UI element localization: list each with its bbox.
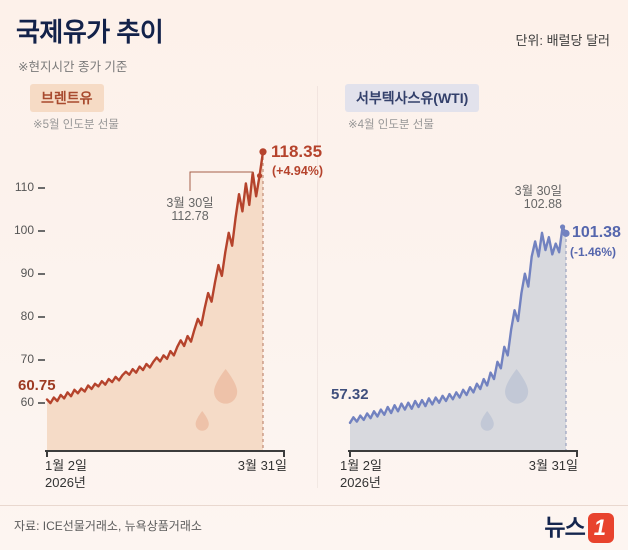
y-tick-mark bbox=[38, 315, 45, 318]
wti-x-label-start: 1월 2일 bbox=[340, 458, 382, 473]
source-credit: 자료: ICE선물거래소, 뉴욕상품거래소 bbox=[14, 519, 202, 533]
y-tick-label: 110 bbox=[14, 179, 34, 194]
news1-logo-one: 1 bbox=[587, 513, 614, 543]
brent-x-axis bbox=[45, 450, 285, 452]
unit-label: 단위: 배럴당 달러 bbox=[515, 33, 610, 48]
brent-x-tick-end bbox=[283, 452, 285, 457]
brent-plot-svg bbox=[45, 148, 267, 451]
brent-peak-date: 3월 30일 bbox=[166, 196, 214, 210]
wti-badge: 서부텍사스유(WTI) bbox=[345, 84, 480, 112]
wti-x-tick-start bbox=[349, 452, 351, 457]
oil-drop-icon bbox=[505, 369, 529, 404]
brent-start-value: 60.75 bbox=[18, 377, 56, 394]
wti-x-label-end: 3월 31일 bbox=[528, 458, 578, 473]
wti-x-tick-end bbox=[576, 452, 578, 457]
wti-x-label-year: 2026년 bbox=[340, 475, 381, 490]
brent-futures-note: ※5월 인도분 선물 bbox=[33, 119, 119, 131]
brent-chart bbox=[45, 145, 267, 451]
y-tick-label: 90 bbox=[20, 265, 34, 280]
brent-badge: 브렌트유 bbox=[30, 84, 104, 112]
peak-point-marker bbox=[559, 224, 566, 230]
y-tick-mark bbox=[38, 229, 45, 232]
y-tick-label: 100 bbox=[13, 222, 34, 237]
wti-futures-note: ※4월 인도분 선물 bbox=[348, 119, 434, 131]
end-point-marker bbox=[562, 229, 570, 237]
brent-x-label-start: 1월 2일 bbox=[45, 458, 87, 473]
y-tick-label: 70 bbox=[20, 351, 34, 366]
wti-end-value: 101.38 bbox=[572, 224, 621, 241]
y-tick-label: 60 bbox=[20, 394, 34, 409]
footer-divider bbox=[0, 505, 628, 506]
news1-logo-text: 뉴스 bbox=[544, 514, 585, 540]
panel-divider bbox=[317, 86, 318, 488]
price-line bbox=[45, 150, 265, 405]
area-fill bbox=[47, 151, 263, 451]
y-tick-mark bbox=[38, 272, 45, 275]
brent-peak-value: 112.78 bbox=[171, 209, 209, 223]
wti-plot-svg bbox=[348, 224, 570, 450]
wti-end-change: (-1.46%) bbox=[570, 245, 617, 259]
price-line bbox=[348, 225, 568, 425]
brent-x-label-year: 2026년 bbox=[45, 475, 86, 490]
price-basis-note: ※현지시간 종가 기준 bbox=[18, 60, 128, 74]
wti-chart bbox=[348, 145, 570, 450]
peak-point-marker bbox=[256, 173, 263, 179]
oil-drop-icon bbox=[480, 411, 494, 431]
area-fill bbox=[350, 226, 566, 450]
oil-drop-icon bbox=[214, 369, 238, 404]
y-tick-label: 80 bbox=[20, 308, 34, 323]
brent-end-value: 118.35 bbox=[271, 142, 323, 161]
brent-end-change: (+4.94%) bbox=[272, 164, 324, 178]
oil-drop-icon bbox=[195, 411, 209, 431]
y-tick-mark bbox=[38, 401, 45, 404]
wti-peak-date: 3월 30일 bbox=[514, 184, 562, 198]
y-tick-mark bbox=[38, 186, 45, 189]
wti-peak-value: 102.88 bbox=[523, 197, 562, 211]
y-tick-mark bbox=[38, 358, 45, 361]
peak-annotation-connector bbox=[189, 171, 253, 191]
news1-logo: 뉴스 1 bbox=[544, 508, 614, 543]
end-point-marker bbox=[259, 148, 267, 156]
wti-start-value: 57.32 bbox=[331, 386, 369, 403]
wti-x-axis bbox=[348, 450, 578, 452]
page-title: 국제유가 추이 bbox=[16, 17, 164, 47]
brent-x-tick-start bbox=[46, 452, 48, 457]
brent-x-label-end: 3월 31일 bbox=[237, 458, 287, 473]
